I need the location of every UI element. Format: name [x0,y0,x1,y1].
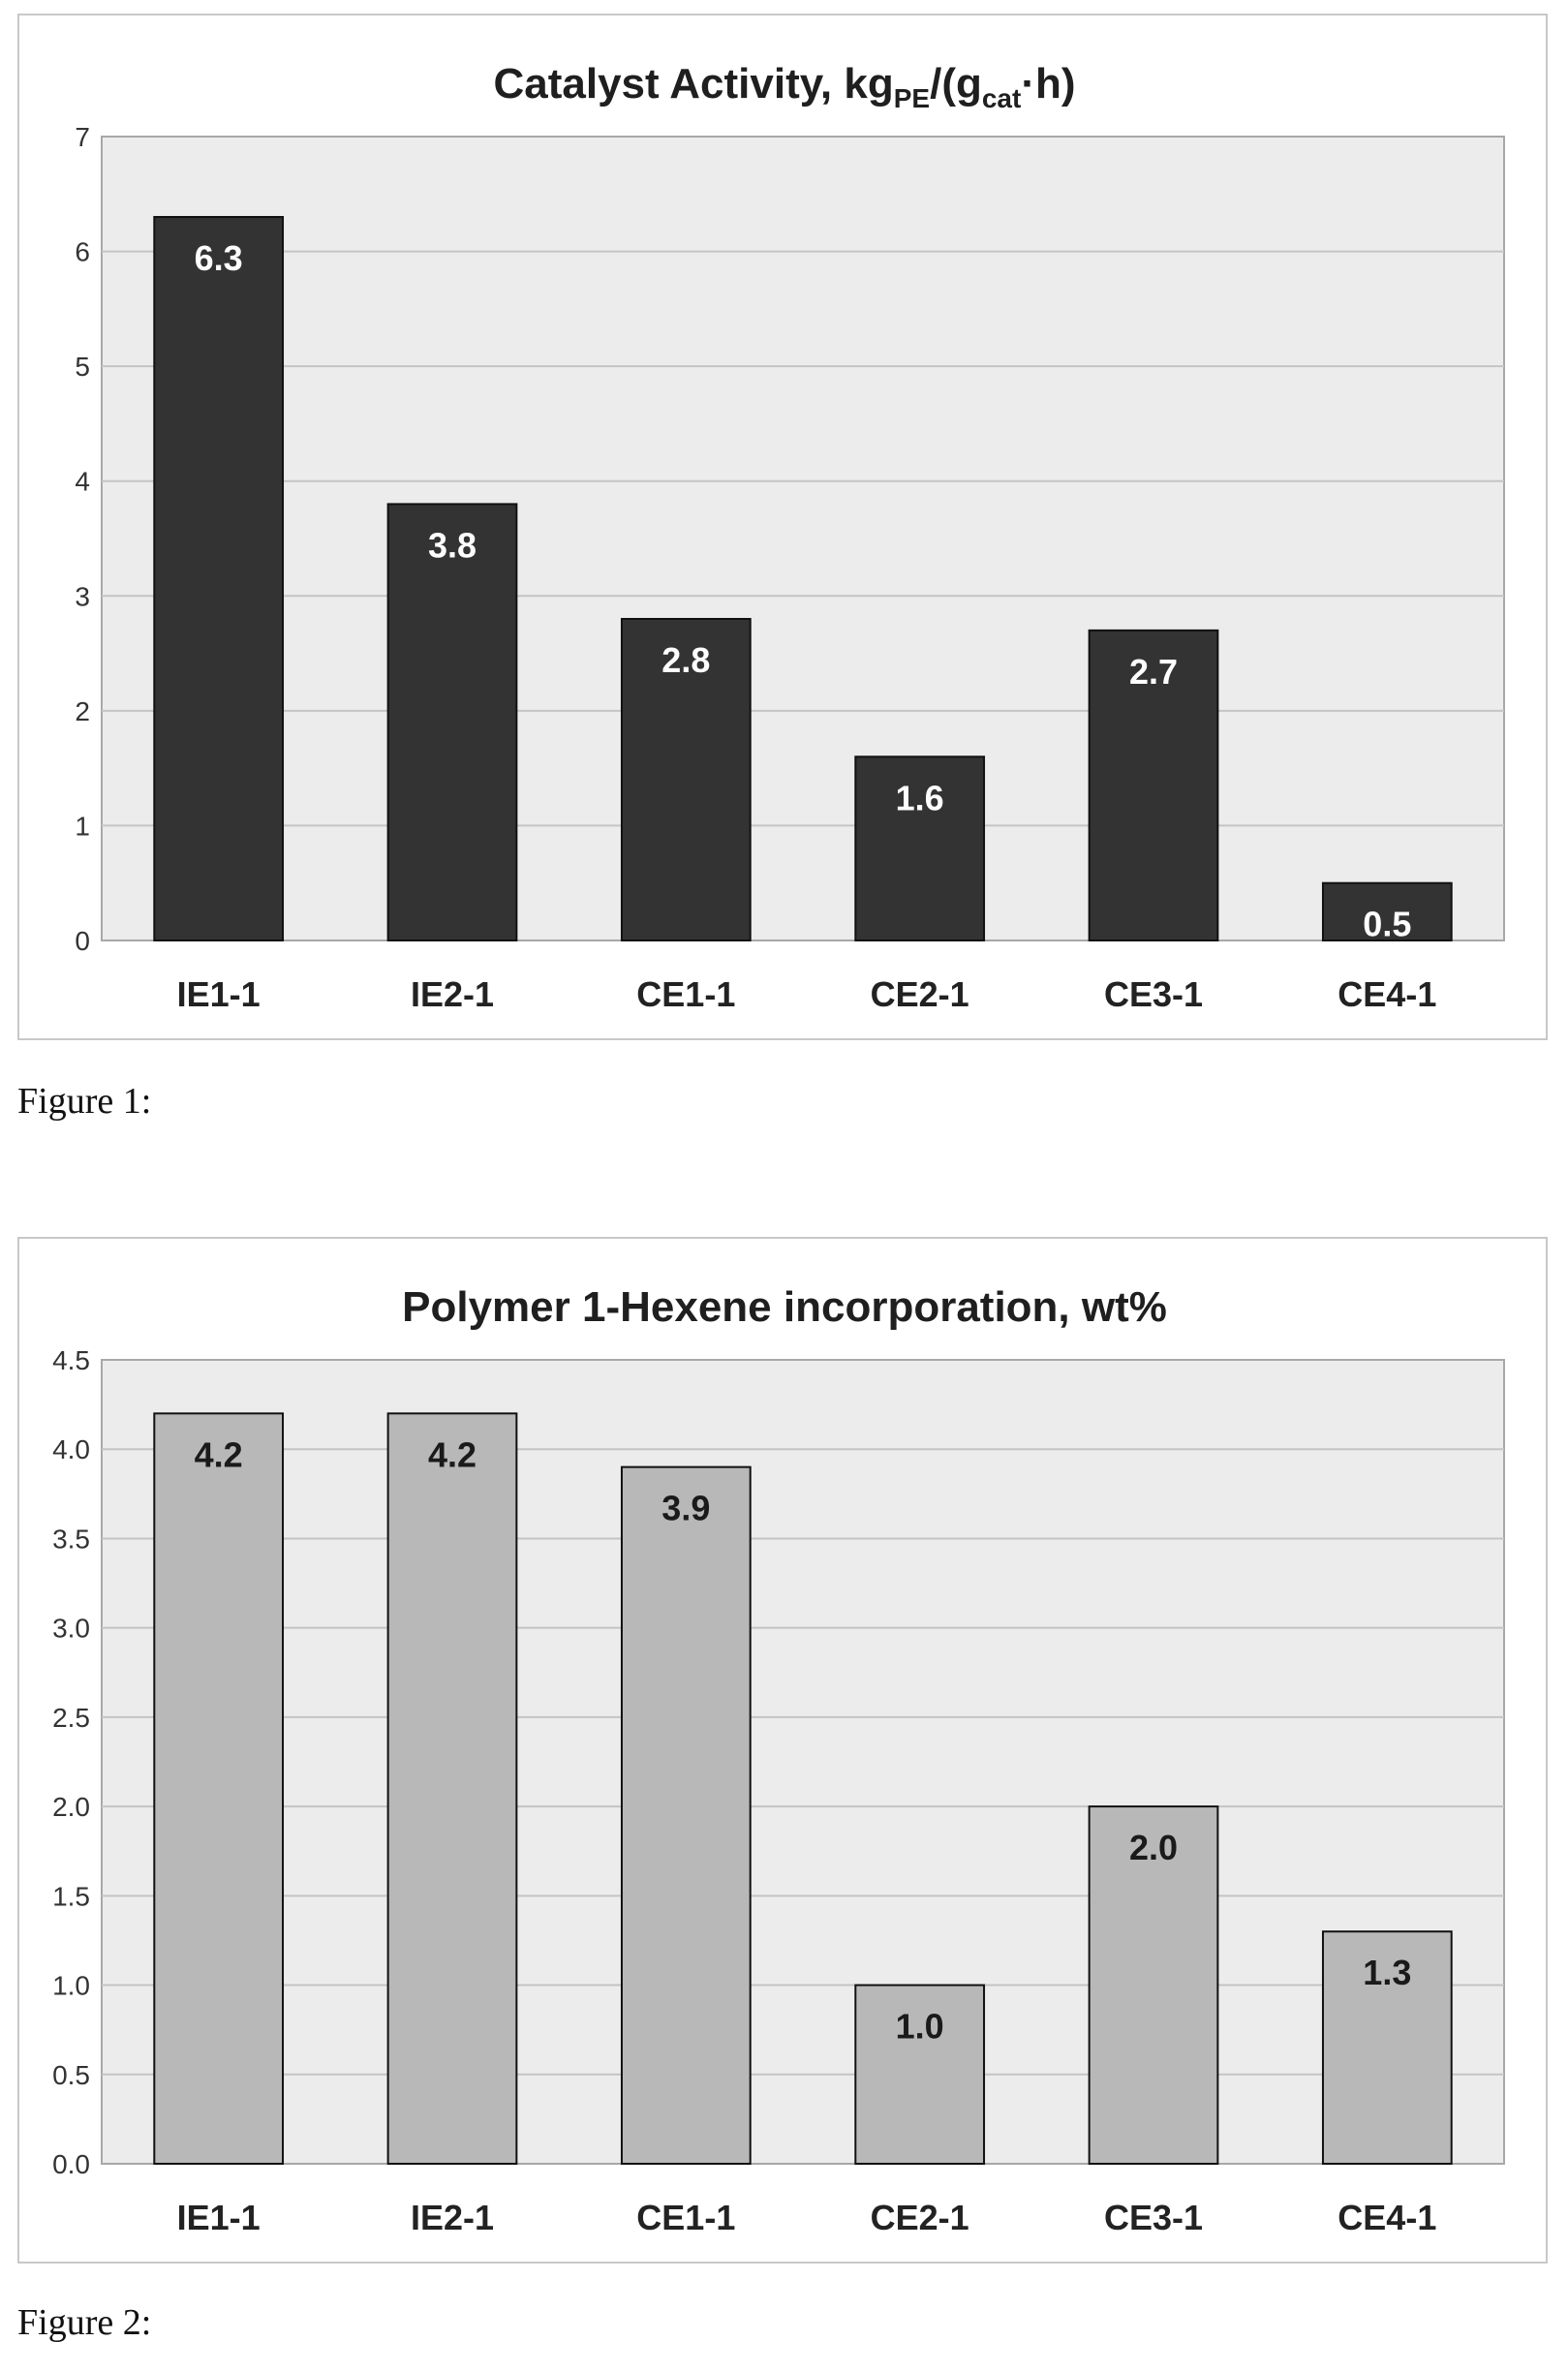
y-tick-label: 0.0 [52,2149,90,2179]
bar-value-label: 2.7 [1129,652,1178,692]
y-tick-label: 3.5 [52,1524,90,1554]
plot-background [101,136,1505,941]
x-category-label: IE1-1 [177,2198,261,2237]
x-category-label: IE2-1 [411,974,494,1014]
bar-value-label: 2.8 [661,640,710,680]
bar [1088,1805,1219,2165]
y-tick-label: 4.0 [52,1434,90,1464]
bar-value-label: 4.2 [428,1434,477,1474]
bar [1088,629,1219,941]
x-category-label: CE1-1 [636,2198,735,2237]
chart-title: Catalyst Activity, kgPE/(gcat·h) [493,60,1075,113]
y-tick-label: 3 [75,581,90,611]
y-tick-label: 3.0 [52,1614,90,1644]
figure-2-caption: Figure 2: [17,2302,152,2343]
x-category-label: IE1-1 [177,974,261,1014]
y-tick-label: 2 [75,696,90,726]
bar [854,1984,986,2165]
catalyst-activity-chart: Catalyst Activity, kgPE/(gcat·h) 0 1 2 3 4 5 6… [17,14,1548,1040]
x-category-label: CE4-1 [1337,2198,1436,2237]
x-category-label: CE3-1 [1104,2198,1203,2237]
bar-value-label: 3.8 [428,525,477,565]
bar [620,1465,752,2165]
bar [153,216,285,941]
bar-value-label: 2.0 [1129,1828,1178,1867]
plot-background [101,1359,1505,2165]
bar [854,755,986,941]
bar-value-label: 1.3 [1363,1953,1411,1992]
bar [386,503,518,941]
x-category-label: CE4-1 [1337,974,1436,1014]
bar-value-label: 0.5 [1363,905,1411,944]
y-tick-label: 0 [75,926,90,956]
bar [386,1412,518,2166]
bar-value-label: 1.6 [896,778,944,817]
catalyst-activity-chart-svg: Catalyst Activity, kgPE/(gcat·h) 0 1 2 3 4 5 6… [75,60,1505,1014]
bar [620,618,752,941]
y-tick-label: 2.0 [52,1792,90,1822]
bar-value-label: 4.2 [195,1434,243,1474]
bar [1321,1930,1453,2165]
bar-value-label: 3.9 [661,1489,710,1528]
hexene-incorporation-chart: Polymer 1-Hexene incorporation, wt% 0.0 0… [17,1237,1548,2264]
x-category-label: CE1-1 [636,974,735,1014]
y-tick-label: 4.5 [52,1345,90,1375]
bar [153,1412,285,2166]
chart-title: Polymer 1-Hexene incorporation, wt% [402,1283,1167,1331]
bar [1321,881,1453,942]
x-category-label: CE2-1 [871,2198,969,2237]
figure-1-caption: Figure 1: [17,1081,152,1122]
y-tick-label: 1 [75,811,90,841]
x-category-label: IE2-1 [411,2198,494,2237]
bar-value-label: 1.0 [896,2007,944,2047]
y-tick-label: 1.0 [52,1971,90,2001]
y-tick-label: 7 [75,122,90,152]
hexene-incorporation-chart-svg: Polymer 1-Hexene incorporation, wt% 0.00… [52,1283,1505,2237]
y-tick-label: 5 [75,352,90,382]
bar-value-label: 6.3 [195,238,243,278]
y-tick-label: 4 [75,467,90,497]
x-category-label: CE2-1 [871,974,969,1014]
plot-area: 0.0 0.5 1.0 1.5 2.0 2.5 3.0 3.5 4.0 4.5 4.2 IE1-1 4.… [52,1345,1505,2237]
y-tick-label: 6 [75,237,90,267]
x-category-label: CE3-1 [1104,974,1203,1014]
y-tick-label: 2.5 [52,1703,90,1733]
plot-area: 0 1 2 3 4 5 6 7 6.3 IE1-1 3.8 IE2-1 2.8 CE1-1 1.6 CE2-1… [75,122,1505,1014]
y-tick-label: 0.5 [52,2060,90,2090]
y-tick-label: 1.5 [52,1881,90,1911]
